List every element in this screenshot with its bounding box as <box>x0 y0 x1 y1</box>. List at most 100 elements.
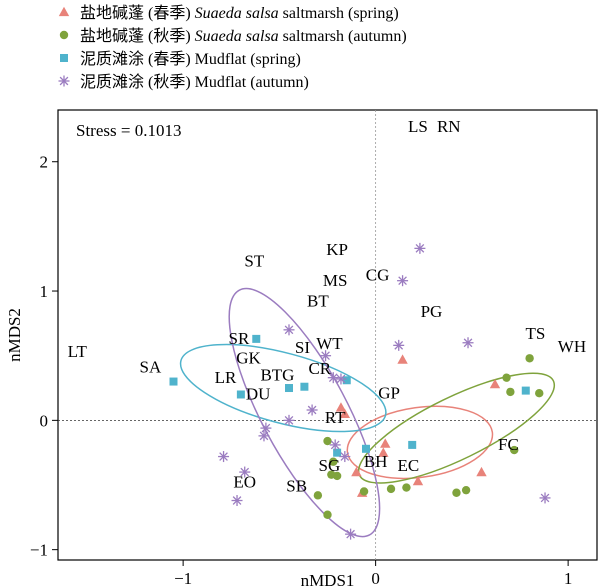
point-series-3 <box>239 466 251 478</box>
species-label: BT <box>307 292 329 311</box>
species-label: SR <box>229 329 250 348</box>
point-series-2 <box>236 390 245 399</box>
species-label: SI <box>295 338 310 357</box>
legend-marker-3 <box>58 75 70 87</box>
legend-marker-0 <box>58 6 70 17</box>
point-series-2 <box>408 440 417 449</box>
point-series-2 <box>252 334 261 343</box>
point-series-1 <box>506 387 515 397</box>
point-series-1 <box>525 354 534 363</box>
legend: 盐地碱蓬 (春季) Suaeda salsa saltmarsh (spring… <box>58 4 407 91</box>
point-series-3 <box>327 372 339 384</box>
x-axis-title: nMDS1 <box>301 571 355 587</box>
stress-annotation: Stress = 0.1013 <box>76 121 181 140</box>
point-series-2 <box>342 376 351 385</box>
point-series-3 <box>393 339 405 351</box>
point-series-0 <box>339 408 351 419</box>
point-series-1 <box>329 457 338 466</box>
species-label: LT <box>68 342 88 361</box>
point-series-1 <box>323 510 332 519</box>
point-series-2 <box>300 382 309 391</box>
point-series-0 <box>335 402 347 412</box>
species-label: ST <box>244 251 264 270</box>
species-label: EO <box>233 473 256 492</box>
ellipse-series-0 <box>346 405 494 480</box>
species-label: PG <box>421 302 443 321</box>
y-tick-label: 2 <box>40 153 49 172</box>
plot-frame <box>57 109 598 561</box>
species-label: CR <box>308 359 331 378</box>
point-series-3 <box>283 414 295 426</box>
species-label: SA <box>140 358 162 377</box>
species-label: RT <box>325 408 346 427</box>
point-series-2 <box>362 444 370 453</box>
species-label: GK <box>236 348 261 367</box>
point-series-1 <box>510 445 519 455</box>
species-label: FC <box>498 435 519 454</box>
ellipse-series-2 <box>179 343 387 433</box>
legend-marker-1 <box>59 30 69 40</box>
point-series-0 <box>351 466 362 477</box>
species-label: BTG <box>260 365 294 384</box>
point-series-3 <box>231 495 243 507</box>
species-label: SG <box>319 456 341 475</box>
point-series-1 <box>323 436 332 446</box>
point-series-3 <box>218 451 230 463</box>
species-label: LR <box>215 368 237 387</box>
point-series-3 <box>260 422 272 434</box>
point-series-2 <box>169 377 178 386</box>
point-series-1 <box>332 471 342 481</box>
y-axis-title: nMDS2 <box>5 308 24 362</box>
point-series-3 <box>258 430 270 442</box>
point-series-1 <box>452 488 461 497</box>
x-tick-label: 0 <box>371 569 380 587</box>
point-series-1 <box>386 484 396 494</box>
point-series-1 <box>461 485 471 495</box>
point-series-3 <box>335 373 347 385</box>
point-series-1 <box>502 373 511 382</box>
point-series-3 <box>345 528 357 540</box>
point-series-1 <box>535 388 544 398</box>
legend-entry-1: 盐地碱蓬 (秋季) Suaeda salsa saltmarsh (autumn… <box>80 27 407 45</box>
species-label: MS <box>323 271 348 290</box>
point-series-2 <box>521 386 530 395</box>
y-tick-label: 1 <box>40 282 49 301</box>
point-series-0 <box>489 378 501 389</box>
point-series-3 <box>283 324 295 336</box>
legend-entry-0: 盐地碱蓬 (春季) Suaeda salsa saltmarsh (spring… <box>80 4 399 22</box>
point-series-3 <box>306 404 318 416</box>
species-label: CG <box>366 266 390 285</box>
species-label: DU <box>246 385 271 404</box>
point-series-3 <box>329 439 341 451</box>
x-tick-label: −1 <box>174 569 192 587</box>
species-label: BH <box>364 452 388 471</box>
point-series-0 <box>380 438 391 448</box>
legend-entry-3: 泥质滩涂 (秋季) Mudflat (autumn) <box>80 73 309 91</box>
point-series-2 <box>333 448 342 457</box>
point-series-3 <box>397 275 409 287</box>
species-label: RN <box>437 117 461 136</box>
species-label: EC <box>397 456 419 475</box>
species-labels: LS RN ST KP CG MS BT PG TS WH LT SR SI WT GK SA BTG CR LR D… <box>68 117 586 495</box>
x-tick-label: 1 <box>564 569 573 587</box>
species-label: GP <box>378 383 400 402</box>
point-series-1 <box>359 487 369 496</box>
point-series-3 <box>414 242 426 254</box>
point-series-1 <box>313 491 323 500</box>
point-series-2 <box>285 384 293 393</box>
point-series-0 <box>378 447 389 457</box>
point-series-3 <box>339 451 351 463</box>
axes: −1 0 1 −1 0 1 2 <box>30 153 572 587</box>
data-points <box>169 242 551 540</box>
confidence-ellipses <box>179 287 556 538</box>
point-series-3 <box>539 492 551 504</box>
y-tick-label: −1 <box>30 541 48 560</box>
species-label: KP <box>326 240 348 259</box>
species-label: WT <box>316 334 343 353</box>
ellipse-series-3 <box>228 287 381 538</box>
point-series-3 <box>462 337 474 349</box>
point-series-0 <box>476 466 487 477</box>
species-label: SB <box>286 476 307 495</box>
point-series-0 <box>397 354 408 364</box>
